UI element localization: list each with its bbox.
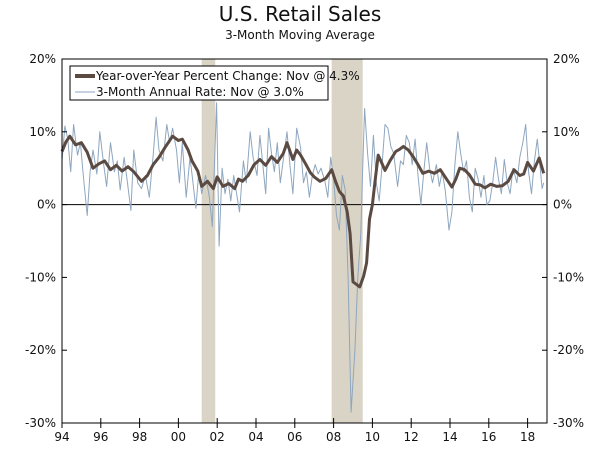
x-tick-label: 94 — [54, 430, 69, 444]
series-line-yoy — [60, 134, 546, 289]
legend: Year-over-Year Percent Change: Nov @ 4.3… — [69, 65, 360, 101]
x-tick-label: 98 — [132, 430, 147, 444]
y-tick-label-right: -10% — [553, 270, 584, 284]
x-tick-label: 10 — [365, 430, 380, 444]
x-tick-label: 04 — [248, 430, 263, 444]
y-tick-label-right: 0% — [553, 198, 572, 212]
x-tick-label: 02 — [210, 430, 225, 444]
chart-title: U.S. Retail Sales — [218, 2, 382, 26]
x-tick-label: 06 — [287, 430, 302, 444]
x-tick-label: 08 — [326, 430, 341, 444]
recession-shading — [201, 59, 216, 423]
legend-label-yoy: Year-over-Year Percent Change: Nov @ 4.3… — [95, 69, 360, 83]
x-tick-label: 18 — [520, 430, 535, 444]
y-tick-label-right: -30% — [553, 416, 584, 430]
y-tick-label-right: 10% — [553, 125, 580, 139]
x-tick-label: 14 — [442, 430, 457, 444]
series-line-annual-rate — [61, 102, 545, 413]
y-tick-label-right: 20% — [553, 52, 580, 66]
x-tick-label: 96 — [93, 430, 108, 444]
plot-frame — [61, 58, 548, 424]
legend-box — [69, 65, 329, 101]
y-tick-label-left: -10% — [25, 270, 56, 284]
chart-subtitle: 3-Month Moving Average — [225, 28, 375, 42]
y-tick-label-left: 20% — [29, 52, 56, 66]
y-tick-label-left: 0% — [37, 198, 56, 212]
y-tick-label-left: -30% — [25, 416, 56, 430]
y-tick-label-right: -20% — [553, 343, 584, 357]
y-tick-label-left: 10% — [29, 125, 56, 139]
legend-label-annual-rate: 3-Month Annual Rate: Nov @ 3.0% — [96, 85, 304, 99]
y-tick-label-left: -20% — [25, 343, 56, 357]
x-tick-label: 12 — [404, 430, 419, 444]
x-tick-label: 16 — [481, 430, 496, 444]
x-tick-label: 00 — [171, 430, 186, 444]
